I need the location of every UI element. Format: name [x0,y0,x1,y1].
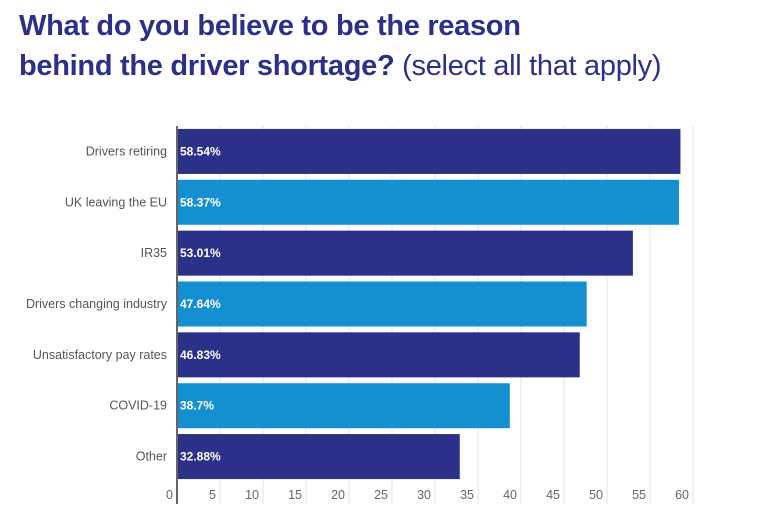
x-tick-label: 35 [460,488,474,502]
x-tick-label: 40 [503,488,517,502]
title-line-2: behind the driver shortage? [19,50,395,82]
data-label: 32.88% [180,450,221,464]
data-label: 46.83% [180,348,221,362]
data-label: 53.01% [180,246,221,260]
category-label: Drivers retiring [86,144,167,158]
bar [177,230,633,276]
data-label: 58.54% [180,144,221,158]
x-tick-label: 45 [546,488,560,502]
bar [177,383,510,429]
chart-title: What do you believe to be the reason beh… [19,6,662,86]
bar [177,281,587,327]
category-label: COVID-19 [109,399,167,413]
bar [177,332,580,378]
x-tick-label: 30 [417,488,431,502]
bar [177,128,681,174]
category-label: Other [136,450,167,464]
x-tick-label: 15 [288,488,302,502]
bar [177,179,679,225]
category-label: Drivers changing industry [26,297,168,311]
data-label: 38.7% [180,399,214,413]
x-tick-label: 5 [209,488,216,502]
category-label: UK leaving the EU [65,195,167,209]
data-label: 47.64% [180,297,221,311]
x-tick-label: 55 [632,488,646,502]
x-tick-label: 60 [675,488,689,502]
x-tick-label: 25 [374,488,388,502]
x-tick-label: 50 [589,488,603,502]
x-tick-label: 10 [245,488,259,502]
bar [177,434,460,480]
x-tick-label: 0 [166,488,173,502]
category-label: IR35 [141,246,167,260]
data-label: 58.37% [180,195,221,209]
title-line-1: What do you believe to be the reason [19,10,521,42]
title-line-2-note: (select all that apply) [402,50,662,82]
x-tick-label: 20 [331,488,345,502]
category-label: Unsatisfactory pay rates [33,348,167,362]
